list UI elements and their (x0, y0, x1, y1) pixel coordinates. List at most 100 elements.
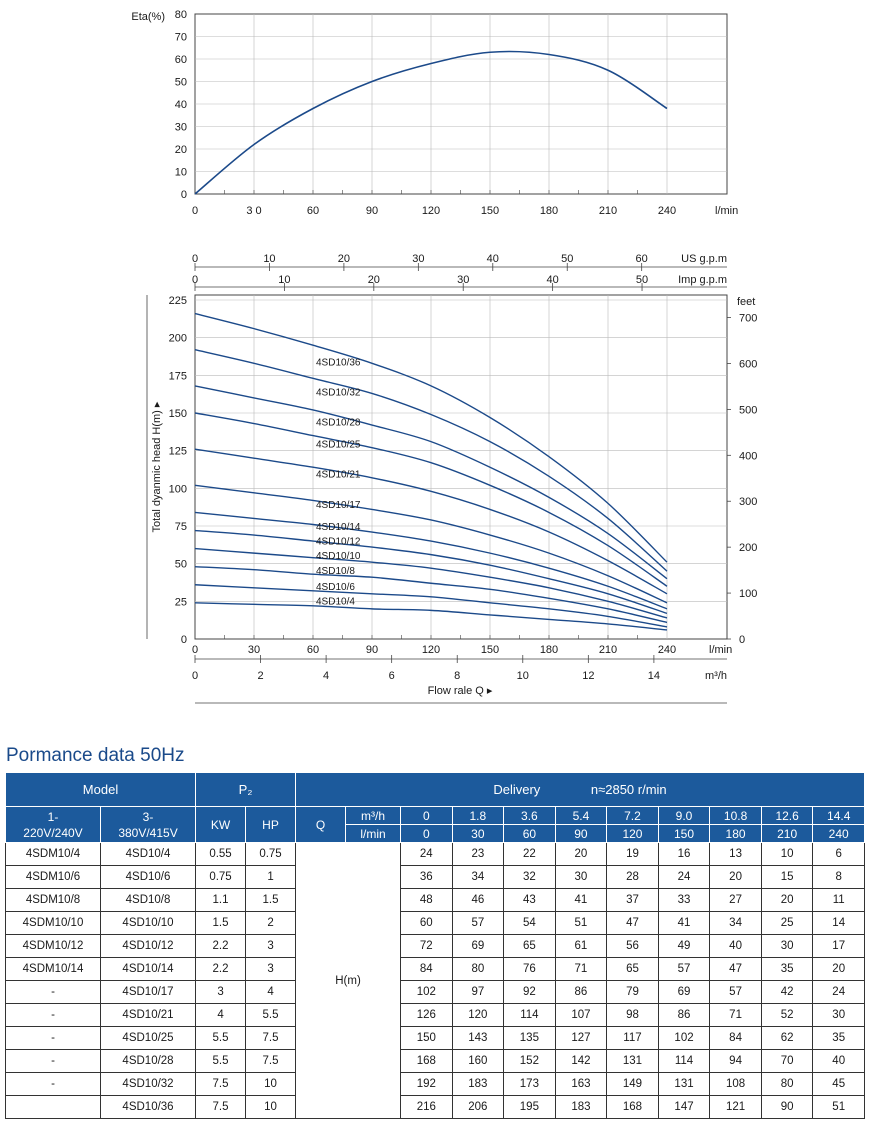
head-y-tick-label: 150 (169, 408, 187, 420)
head-value: 65 (606, 957, 659, 981)
head-value: 20 (760, 888, 814, 912)
head-curve (194, 484, 668, 604)
head-value: 107 (554, 1003, 608, 1027)
head-curve (194, 312, 668, 563)
table-row: 4SDM10/8 4SD10/8 1.1 1.5 48 46 43 41 37 33 27 20 11 (5, 888, 865, 912)
head-value: 92 (503, 980, 556, 1004)
head-y-tick-label: 100 (169, 483, 187, 495)
feet-tick-label: 700 (739, 313, 757, 325)
q-header: Q (295, 806, 347, 843)
head-x-tick-label-lmin: 240 (658, 644, 676, 656)
head-value: 131 (657, 1072, 711, 1096)
single-phase-model: 4SDM10/4 (5, 842, 101, 866)
head-value: 30 (760, 934, 814, 958)
head-value: 57 (451, 911, 505, 935)
head-y-tick-label: 225 (169, 295, 187, 307)
hp-value: 10 (245, 1072, 297, 1096)
head-value: 57 (709, 980, 762, 1004)
hp-value: 7.5 (245, 1049, 297, 1073)
head-x-tick-label-lmin: 30 (248, 644, 260, 656)
head-x-tick-label-lmin: 60 (307, 644, 319, 656)
head-value: 13 (709, 842, 762, 866)
eta-y-tick-label: 10 (175, 167, 187, 179)
head-value: 102 (400, 980, 453, 1004)
head-value: 25 (760, 911, 814, 935)
usgpm-axis-title: US g.p.m (681, 253, 727, 265)
head-x-tick-label-lmin: 210 (599, 644, 617, 656)
eta-x-tick-label: 3 0 (246, 205, 261, 217)
m3h-axis-title: m³/h (705, 670, 727, 682)
eta-y-tick-label: 60 (175, 54, 187, 66)
head-x-tick-label-lmin: 90 (366, 644, 378, 656)
curve-label: 4SD10/6 (316, 582, 355, 593)
head-value: 80 (760, 1072, 814, 1096)
head-value: 114 (657, 1049, 711, 1073)
head-value: 28 (606, 865, 659, 889)
eta-x-tick-label: 120 (422, 205, 440, 217)
single-phase-model: 4SDM10/6 (5, 865, 101, 889)
usgpm-tick-label: 10 (263, 253, 275, 265)
m3h-tick-label: 12 (582, 670, 594, 682)
feet-tick-label: 200 (739, 542, 757, 554)
impgpm-tick-label: 0 (192, 274, 198, 286)
three-phase-model: 4SD10/32 (99, 1072, 197, 1096)
head-y-tick-label: 125 (169, 446, 187, 458)
head-value: 23 (451, 842, 505, 866)
three-phase-model: 4SD10/17 (99, 980, 197, 1004)
head-value: 90 (760, 1095, 814, 1119)
head-value: 43 (503, 888, 556, 912)
kw-value: 0.75 (195, 865, 247, 889)
eta-x-tick-label: 150 (481, 205, 499, 217)
head-value: 17 (812, 934, 865, 958)
usgpm-tick-label: 60 (636, 253, 648, 265)
head-x-tick-label-lmin: 0 (192, 644, 198, 656)
head-value: 70 (760, 1049, 814, 1073)
head-value: 183 (451, 1072, 505, 1096)
head-label-cell: H(m) (295, 842, 402, 1119)
eta-y-tick-label: 20 (175, 144, 187, 156)
hp-value: 7.5 (245, 1026, 297, 1050)
head-value: 35 (812, 1026, 865, 1050)
head-value: 37 (606, 888, 659, 912)
head-value: 131 (606, 1049, 659, 1073)
lmin-value: 180 (709, 824, 762, 843)
feet-tick-label: 300 (739, 496, 757, 508)
head-value: 40 (709, 934, 762, 958)
three-phase-model: 4SD10/8 (99, 888, 197, 912)
kw-value: 1.5 (195, 911, 247, 935)
curve-label: 4SD10/17 (316, 500, 361, 511)
lmin-value: 240 (812, 824, 865, 843)
three-phase-model: 4SD10/25 (99, 1026, 197, 1050)
m3h-tick-label: 4 (323, 670, 329, 682)
curve-label: 4SD10/14 (316, 522, 361, 533)
kw-value: 3 (195, 980, 247, 1004)
head-value: 40 (812, 1049, 865, 1073)
head-curve (194, 349, 668, 572)
head-value: 163 (554, 1072, 608, 1096)
performance-table-title: Pormance data 50Hz (6, 745, 185, 766)
curve-label: 4SD10/21 (316, 469, 361, 480)
head-value: 84 (400, 957, 453, 981)
head-value: 20 (709, 865, 762, 889)
model-header: Model (4, 772, 197, 807)
head-value: 142 (554, 1049, 608, 1073)
three-phase-model: 4SD10/28 (99, 1049, 197, 1073)
single-phase-model: - (5, 980, 101, 1004)
hp-value: 3 (245, 957, 297, 981)
kw-value: 5.5 (195, 1026, 247, 1050)
head-value: 135 (503, 1026, 556, 1050)
head-value: 52 (760, 1003, 814, 1027)
delivery-label: Delivery (493, 782, 541, 797)
head-value: 168 (400, 1049, 453, 1073)
head-value: 152 (503, 1049, 556, 1073)
head-value: 45 (812, 1072, 865, 1096)
head-value: 20 (554, 842, 608, 866)
head-value: 71 (709, 1003, 762, 1027)
single-phase-model: 4SDM10/10 (5, 911, 101, 935)
kw-value: 7.5 (195, 1072, 247, 1096)
head-value: 195 (503, 1095, 556, 1119)
curve-label: 4SD10/4 (316, 596, 355, 607)
eta-x-unit: l/min (715, 205, 738, 217)
